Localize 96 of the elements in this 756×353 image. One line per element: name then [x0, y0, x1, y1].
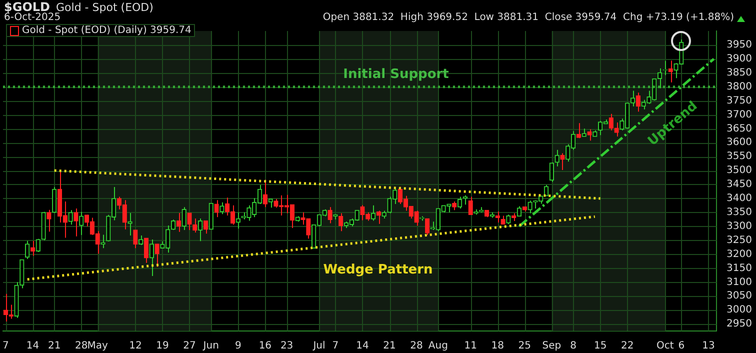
- candlestick: [214, 200, 219, 218]
- candlestick: [30, 240, 36, 256]
- x-tick-label: Sep: [542, 340, 562, 352]
- x-tick-label: 8: [570, 340, 576, 352]
- chart-title: $GOLD: [4, 0, 50, 14]
- candlestick: [457, 196, 462, 209]
- candlestick: [338, 212, 344, 232]
- candlestick: [79, 211, 84, 236]
- candlestick: [236, 212, 240, 230]
- candlestick: [376, 210, 382, 224]
- x-tick-label: 16: [258, 340, 272, 352]
- candlestick: [133, 229, 138, 249]
- y-tick-label: 3200: [726, 248, 752, 260]
- candlestick: [370, 204, 376, 222]
- x-tick-label: 21: [48, 340, 61, 352]
- candlestick: [468, 196, 473, 216]
- x-tick-label: 18: [491, 340, 504, 352]
- x-tick-label: 15: [594, 340, 607, 352]
- candlestick: [549, 162, 554, 182]
- y-tick-label: 3700: [726, 109, 752, 120]
- x-tick-label: Jul: [312, 340, 326, 352]
- candlestick: [587, 128, 592, 142]
- y-tick-label: 3150: [726, 262, 752, 274]
- candlestick: [170, 219, 176, 230]
- candlestick: [262, 179, 268, 208]
- candlestick: [576, 122, 582, 139]
- y-tick-label: 3750: [726, 95, 752, 106]
- candlestick: [36, 238, 40, 253]
- candlestick: [198, 218, 203, 242]
- candlestick: [46, 209, 52, 232]
- x-tick-label: 28: [410, 340, 423, 352]
- x-tick-label: 13: [702, 340, 715, 352]
- candlestick: [149, 238, 154, 277]
- y-tick-label: 3000: [726, 304, 752, 316]
- candlestick: [144, 238, 149, 264]
- y-tick-label: 3650: [726, 123, 752, 134]
- y-tick-label: 3400: [726, 193, 752, 204]
- candlestick: [528, 200, 532, 214]
- x-tick-label: 21: [383, 340, 396, 352]
- y-tick-label: 3300: [726, 220, 752, 232]
- x-tick-label: Jun: [202, 340, 219, 352]
- x-tick-label: 25: [518, 340, 532, 352]
- y-tick-label: 3600: [726, 137, 752, 148]
- x-tick-label: Oct: [656, 340, 674, 352]
- y-tick-label: 3950: [726, 40, 752, 51]
- candlestick: [220, 202, 224, 215]
- y-tick-label: 3900: [726, 54, 752, 64]
- x-tick-label: May: [87, 340, 108, 352]
- y-tick-label: 2950: [726, 318, 752, 330]
- x-tick-label: 14: [26, 340, 40, 352]
- candlestick: [187, 212, 192, 230]
- x-tick-label: 23: [280, 340, 294, 352]
- candlestick: [544, 184, 549, 196]
- y-tick-label: 3550: [726, 151, 752, 162]
- candlestick: [52, 186, 57, 214]
- y-tick-label: 3250: [726, 234, 752, 246]
- x-tick-label: 14: [356, 340, 369, 352]
- candlestick: [138, 235, 144, 246]
- y-tick-label: 3500: [726, 165, 752, 176]
- x-tick-label: 6: [678, 340, 685, 352]
- x-tick-label: 7: [2, 340, 9, 352]
- candlestick: [630, 90, 636, 107]
- x-tick-label: Aug: [428, 340, 448, 352]
- candlestick: [516, 206, 522, 217]
- candlestick: [74, 208, 78, 237]
- candlestick: [24, 240, 30, 260]
- y-tick-label: 3050: [726, 290, 752, 302]
- candlestick: [154, 243, 160, 268]
- candlestick: [328, 206, 332, 224]
- annotation: Wedge Pattern: [323, 262, 433, 278]
- x-tick-label: 27: [183, 340, 196, 352]
- candlestick: [203, 220, 208, 234]
- ref-line-label: Initial Support: [343, 66, 449, 82]
- x-tick-label: 9: [234, 340, 242, 352]
- x-tick-label: 11: [464, 340, 477, 352]
- candlestick: [554, 149, 560, 167]
- candlestick: [425, 218, 430, 236]
- legend-label: Gold - Spot (EOD) (Daily) 3959.74: [22, 25, 192, 36]
- x-tick-label: 28: [75, 340, 88, 352]
- y-tick-label: 3800: [726, 81, 752, 92]
- candlestick: [560, 152, 565, 170]
- candlestick: [636, 92, 640, 112]
- x-tick-label: 7: [332, 340, 339, 352]
- text: Open 3881.32 High 3969.52 Low 3881.31 Close 3959.74 Chg +73.19 (+1.88%): [322, 12, 734, 23]
- candlestick: [506, 214, 511, 225]
- y-tick-label: 3450: [726, 179, 752, 190]
- candlestick: [182, 206, 186, 230]
- y-tick-label: 3850: [726, 67, 752, 78]
- y-tick-label: 3350: [726, 206, 752, 218]
- x-tick-label: 12: [129, 340, 142, 352]
- candlestick: [68, 210, 73, 226]
- y-tick-label: 3100: [726, 276, 752, 288]
- chart-subtitle: Gold - Spot (EOD): [56, 1, 154, 14]
- x-tick-label: 19: [156, 340, 169, 352]
- text: 6-Oct-2025: [4, 12, 61, 23]
- x-tick-label: 22: [620, 340, 634, 352]
